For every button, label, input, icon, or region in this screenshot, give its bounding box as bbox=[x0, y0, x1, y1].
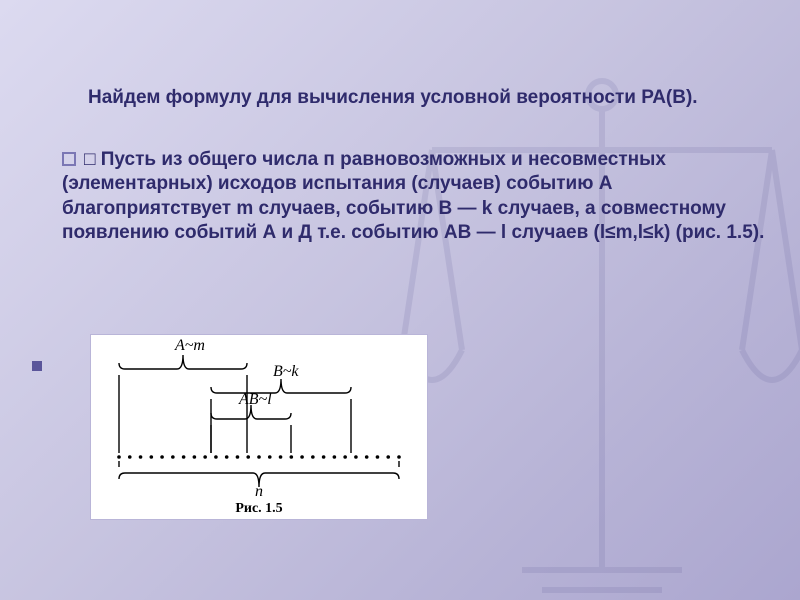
brace-label-Bk: B~k bbox=[273, 363, 299, 381]
scales-of-justice-icon bbox=[392, 50, 800, 600]
paragraph-body: □ Пусть из общего числа п равновозможных… bbox=[62, 148, 776, 245]
figure-1-5: Рис. 1.5 A~m B~kAB~l n bbox=[90, 334, 428, 520]
square-bullet-icon bbox=[62, 152, 76, 166]
paragraph-intro: Найдем формулу для вычисления условной в… bbox=[62, 86, 776, 110]
brace-label-ABl: AB~l bbox=[239, 391, 272, 409]
brace-label-Am: A~m bbox=[175, 337, 205, 355]
figure-caption: Рис. 1.5 bbox=[91, 501, 427, 517]
brace-label-n: n bbox=[255, 483, 263, 501]
slide: Найдем формулу для вычисления условной в… bbox=[0, 0, 800, 600]
paragraph-body-text: □ Пусть из общего числа п равновозможных… bbox=[62, 149, 764, 243]
list-bullet-icon bbox=[32, 361, 42, 371]
